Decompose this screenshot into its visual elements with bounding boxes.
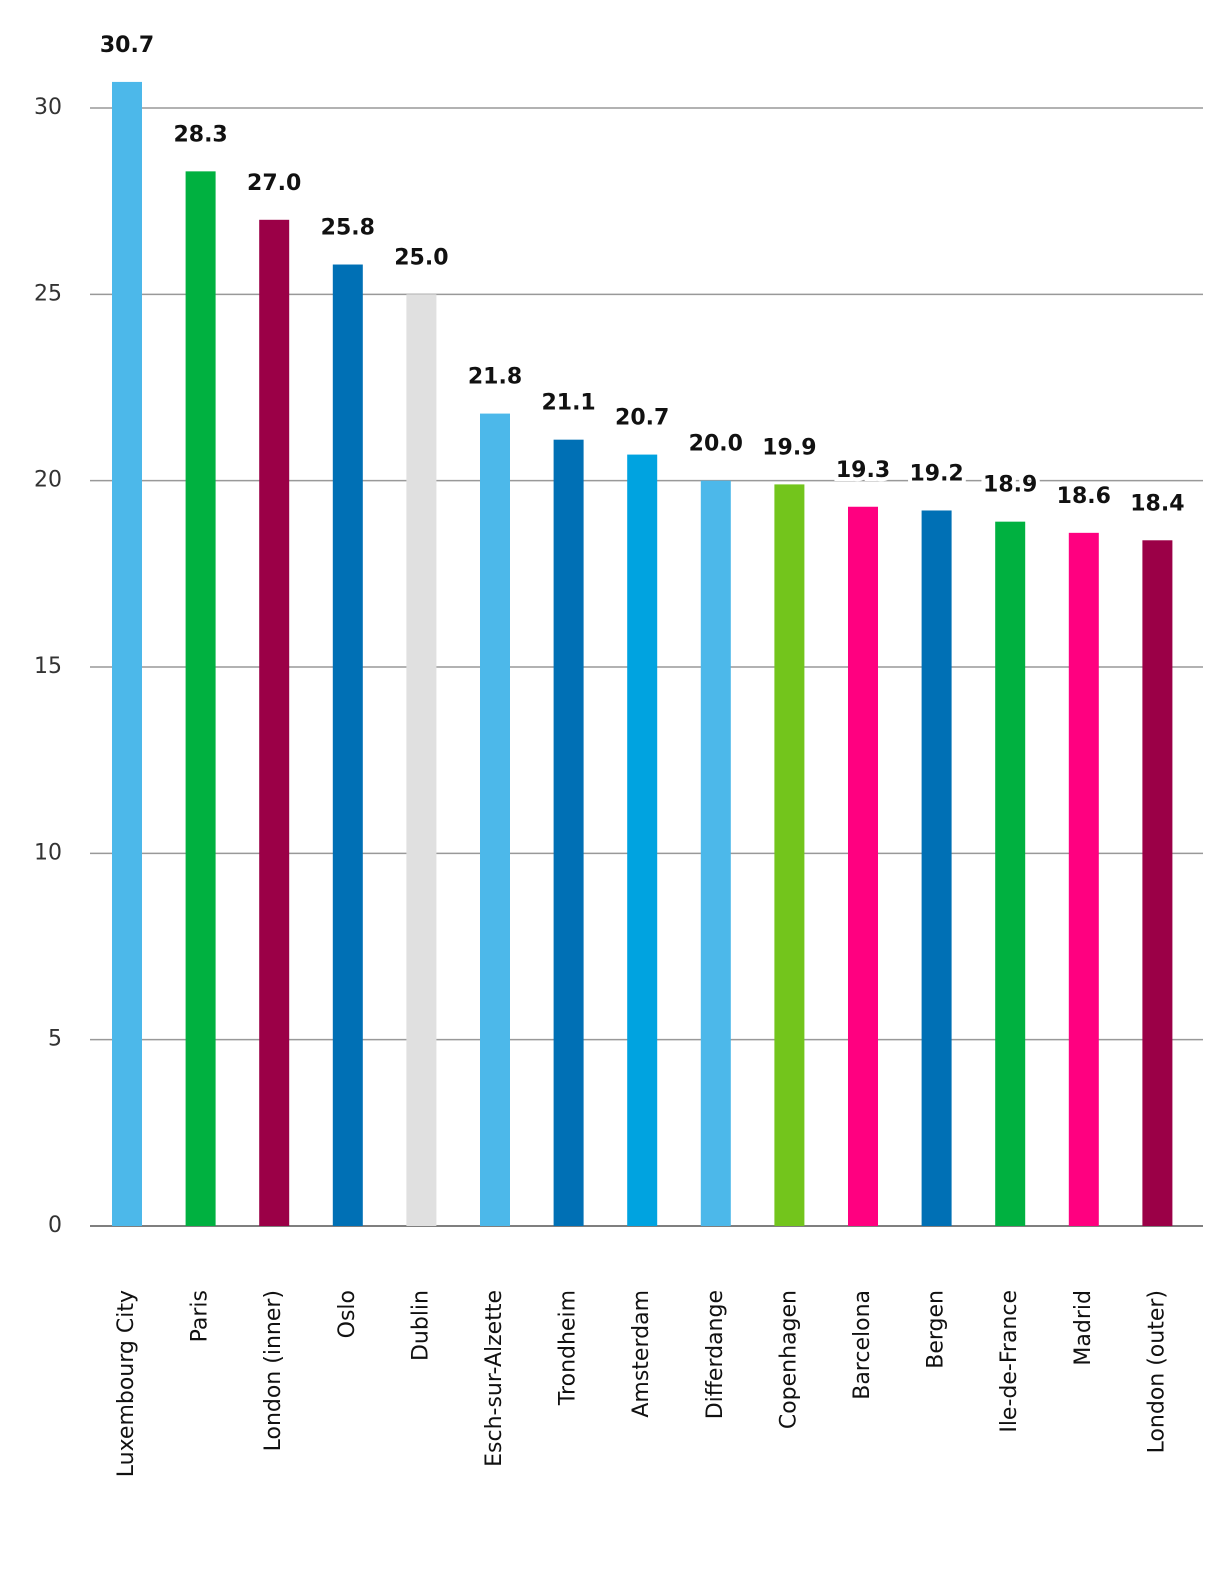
value-label: 25.8 bbox=[321, 216, 375, 241]
y-tick-label: 15 bbox=[34, 654, 62, 679]
bar bbox=[700, 480, 731, 1227]
bar bbox=[774, 484, 805, 1227]
value-label: 20.7 bbox=[615, 406, 669, 431]
value-label: 30.7 bbox=[100, 33, 154, 58]
x-tick-label: Esch-sur-Alzette bbox=[482, 1290, 507, 1467]
x-tick-label: Paris bbox=[188, 1290, 213, 1342]
bar bbox=[1142, 540, 1173, 1226]
y-tick-label: 25 bbox=[34, 281, 62, 306]
x-tick-label: Trondheim bbox=[556, 1290, 581, 1406]
value-label: 21.8 bbox=[468, 365, 522, 390]
x-tick-label: Amsterdam bbox=[629, 1290, 654, 1418]
bar bbox=[332, 264, 363, 1226]
bar bbox=[995, 521, 1026, 1226]
bar bbox=[848, 506, 878, 1227]
value-label: 19.2 bbox=[909, 461, 963, 486]
value-label: 21.1 bbox=[541, 391, 595, 416]
x-tick-label: London (outer) bbox=[1144, 1290, 1169, 1453]
bar bbox=[185, 171, 216, 1227]
x-tick-label: Dublin bbox=[408, 1290, 433, 1361]
y-tick-label: 10 bbox=[34, 840, 62, 865]
value-label: 18.6 bbox=[1057, 484, 1111, 509]
value-label: 19.3 bbox=[836, 458, 890, 483]
x-tick-label: Madrid bbox=[1071, 1290, 1096, 1366]
value-label: 27.0 bbox=[247, 171, 301, 196]
value-label: 19.9 bbox=[762, 435, 816, 460]
bar bbox=[480, 413, 510, 1226]
x-tick-label: Differdange bbox=[703, 1290, 728, 1419]
x-tick-label: Copenhagen bbox=[776, 1290, 801, 1429]
y-tick-label: 5 bbox=[48, 1027, 62, 1052]
y-tick-label: 20 bbox=[34, 468, 62, 493]
bar bbox=[112, 81, 142, 1226]
x-tick-label: Barcelona bbox=[850, 1290, 875, 1400]
bar bbox=[553, 439, 584, 1226]
x-tick-label: Luxembourg City bbox=[114, 1290, 139, 1477]
value-label: 20.0 bbox=[689, 432, 743, 457]
value-label: 18.9 bbox=[983, 473, 1037, 498]
x-tick-label: London (inner) bbox=[261, 1290, 286, 1451]
x-tick-label: Bergen bbox=[924, 1290, 949, 1369]
y-tick-label: 0 bbox=[48, 1213, 62, 1238]
bar bbox=[1068, 532, 1099, 1226]
bar bbox=[406, 294, 437, 1226]
value-label: 28.3 bbox=[173, 122, 227, 147]
bar bbox=[627, 454, 658, 1227]
bar bbox=[259, 219, 290, 1227]
x-tick-label: Oslo bbox=[335, 1290, 360, 1338]
x-tick-label: Ile-de-France bbox=[997, 1290, 1022, 1433]
y-tick-label: 30 bbox=[34, 95, 62, 120]
value-label: 25.0 bbox=[394, 245, 448, 270]
value-label: 18.4 bbox=[1130, 491, 1184, 516]
bar bbox=[921, 510, 952, 1227]
